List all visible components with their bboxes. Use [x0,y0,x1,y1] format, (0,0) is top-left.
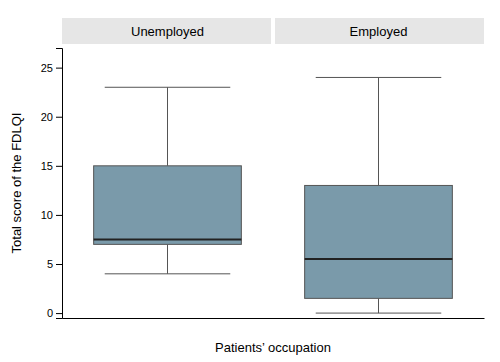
whisker-cap [316,77,442,78]
header-strip [62,18,271,44]
headers: Unemployed Employed [62,18,484,44]
whisker-cap [105,273,231,274]
y-axis-line [56,49,63,319]
y-tick-label: 5 [47,258,53,270]
y-axis-title: Total score of the FDLQI [9,113,24,254]
y-tick: 0 [47,307,62,319]
plot: 0 5 10 15 20 25 Unemployed Employed [41,18,485,319]
median [94,238,242,240]
y-tick: 10 [41,209,62,221]
header-strip [275,18,484,44]
box [94,166,242,245]
y-tick-label: 25 [41,62,53,74]
y-tick-mark [56,313,62,314]
whisker [378,298,379,313]
y-tick-label: 15 [41,160,53,172]
whisker-cap [316,313,442,314]
y-axis: 0 5 10 15 20 25 [41,49,63,320]
y-tick-label: 10 [41,209,53,221]
x-axis-title: Patients’ occupation [215,340,331,355]
y-tick: 20 [41,111,62,123]
y-tick: 5 [47,258,62,270]
y-tick-mark [56,68,62,69]
y-tick: 25 [41,62,62,74]
y-tick-label: 0 [47,307,53,319]
whisker [167,87,168,166]
y-tick-mark [56,264,62,265]
boxes [94,77,453,313]
x-axis-line [63,318,485,319]
y-tick-mark [56,166,62,167]
whisker [378,77,379,185]
box-group [94,87,242,274]
box [305,185,453,298]
y-tick-mark [56,215,62,216]
whisker-cap [105,87,231,88]
y-tick: 15 [41,160,62,172]
chart: 0 5 10 15 20 25 Unemployed Employed Patients’ oc… [0,0,500,362]
whisker [167,244,168,273]
x-axis [63,318,485,319]
median [305,258,453,260]
y-tick-mark [56,117,62,118]
header-label: Unemployed [131,24,204,39]
header-label: Employed [350,24,408,39]
box-group [305,77,453,313]
y-tick-label: 20 [41,111,53,123]
